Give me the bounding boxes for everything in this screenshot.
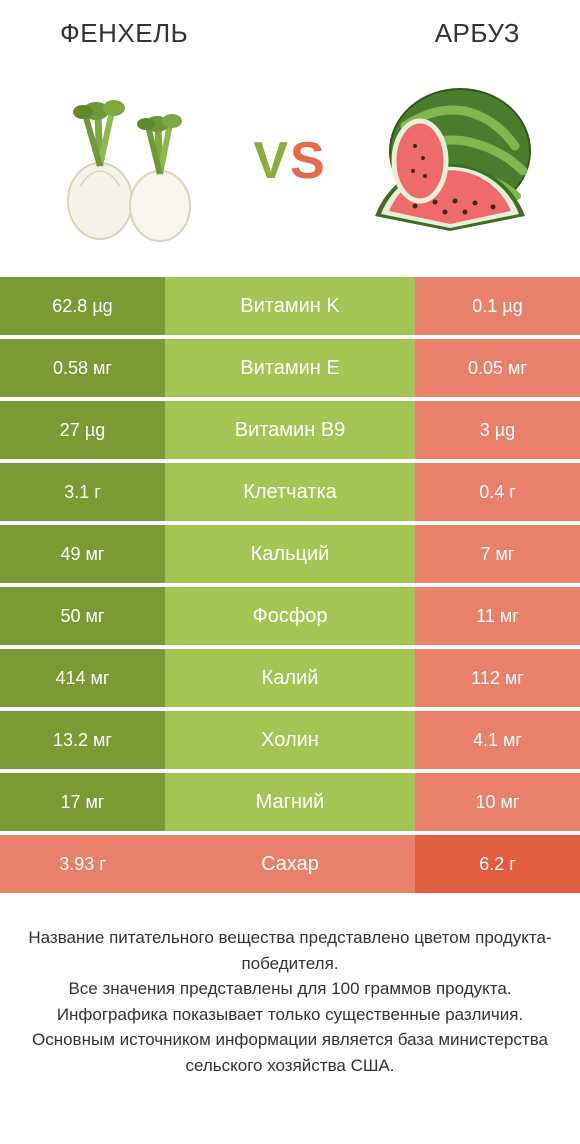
vs-label: VS bbox=[253, 131, 326, 191]
nutrient-label-cell: Сахар bbox=[165, 835, 415, 893]
nutrient-label-cell: Кальций bbox=[165, 525, 415, 583]
fennel-illustration bbox=[30, 71, 220, 251]
table-row: 414 мгКалий112 мг bbox=[0, 649, 580, 707]
left-value-cell: 50 мг bbox=[0, 587, 165, 645]
left-value-cell: 27 µg bbox=[0, 401, 165, 459]
table-row: 3.93 гСахар6.2 г bbox=[0, 835, 580, 893]
footer-line: Все значения представлены для 100 граммо… bbox=[24, 976, 556, 1002]
table-row: 3.1 гКлетчатка0.4 г bbox=[0, 463, 580, 521]
nutrient-label-cell: Клетчатка bbox=[165, 463, 415, 521]
nutrient-label-cell: Фосфор bbox=[165, 587, 415, 645]
nutrient-label-cell: Магний bbox=[165, 773, 415, 831]
nutrient-label-cell: Калий bbox=[165, 649, 415, 707]
nutrient-label-cell: Холин bbox=[165, 711, 415, 769]
right-value-cell: 11 мг bbox=[415, 587, 580, 645]
footer-note: Название питательного вещества представл… bbox=[0, 897, 580, 1078]
left-value-cell: 17 мг bbox=[0, 773, 165, 831]
right-product-title: АРБУЗ bbox=[435, 18, 520, 49]
table-row: 62.8 µgВитамин K0.1 µg bbox=[0, 277, 580, 335]
header-row: ФЕНХЕЛЬ АРБУЗ bbox=[0, 0, 580, 57]
left-value-cell: 414 мг bbox=[0, 649, 165, 707]
left-value-cell: 49 мг bbox=[0, 525, 165, 583]
footer-line: Название питательного вещества представл… bbox=[24, 925, 556, 976]
right-value-cell: 0.1 µg bbox=[415, 277, 580, 335]
right-value-cell: 0.4 г bbox=[415, 463, 580, 521]
right-value-cell: 6.2 г bbox=[415, 835, 580, 893]
left-value-cell: 13.2 мг bbox=[0, 711, 165, 769]
comparison-table: 62.8 µgВитамин K0.1 µg0.58 мгВитамин E0.… bbox=[0, 277, 580, 893]
vs-s: S bbox=[290, 132, 327, 190]
table-row: 17 мгМагний10 мг bbox=[0, 773, 580, 831]
left-value-cell: 62.8 µg bbox=[0, 277, 165, 335]
table-row: 27 µgВитамин B93 µg bbox=[0, 401, 580, 459]
right-value-cell: 112 мг bbox=[415, 649, 580, 707]
table-row: 49 мгКальций7 мг bbox=[0, 525, 580, 583]
right-value-cell: 3 µg bbox=[415, 401, 580, 459]
watermelon-illustration bbox=[360, 71, 550, 251]
vs-v: V bbox=[253, 132, 290, 190]
table-row: 13.2 мгХолин4.1 мг bbox=[0, 711, 580, 769]
footer-line: Основным источником информации является … bbox=[24, 1027, 556, 1078]
footer-line: Инфографика показывает только существенн… bbox=[24, 1002, 556, 1028]
table-row: 50 мгФосфор11 мг bbox=[0, 587, 580, 645]
left-product-title: ФЕНХЕЛЬ bbox=[60, 18, 188, 49]
left-value-cell: 3.93 г bbox=[0, 835, 165, 893]
right-value-cell: 4.1 мг bbox=[415, 711, 580, 769]
right-value-cell: 0.05 мг bbox=[415, 339, 580, 397]
left-value-cell: 0.58 мг bbox=[0, 339, 165, 397]
table-row: 0.58 мгВитамин E0.05 мг bbox=[0, 339, 580, 397]
nutrient-label-cell: Витамин K bbox=[165, 277, 415, 335]
nutrient-label-cell: Витамин E bbox=[165, 339, 415, 397]
left-value-cell: 3.1 г bbox=[0, 463, 165, 521]
product-images-row: VS bbox=[0, 57, 580, 277]
nutrient-label-cell: Витамин B9 bbox=[165, 401, 415, 459]
right-value-cell: 10 мг bbox=[415, 773, 580, 831]
right-value-cell: 7 мг bbox=[415, 525, 580, 583]
